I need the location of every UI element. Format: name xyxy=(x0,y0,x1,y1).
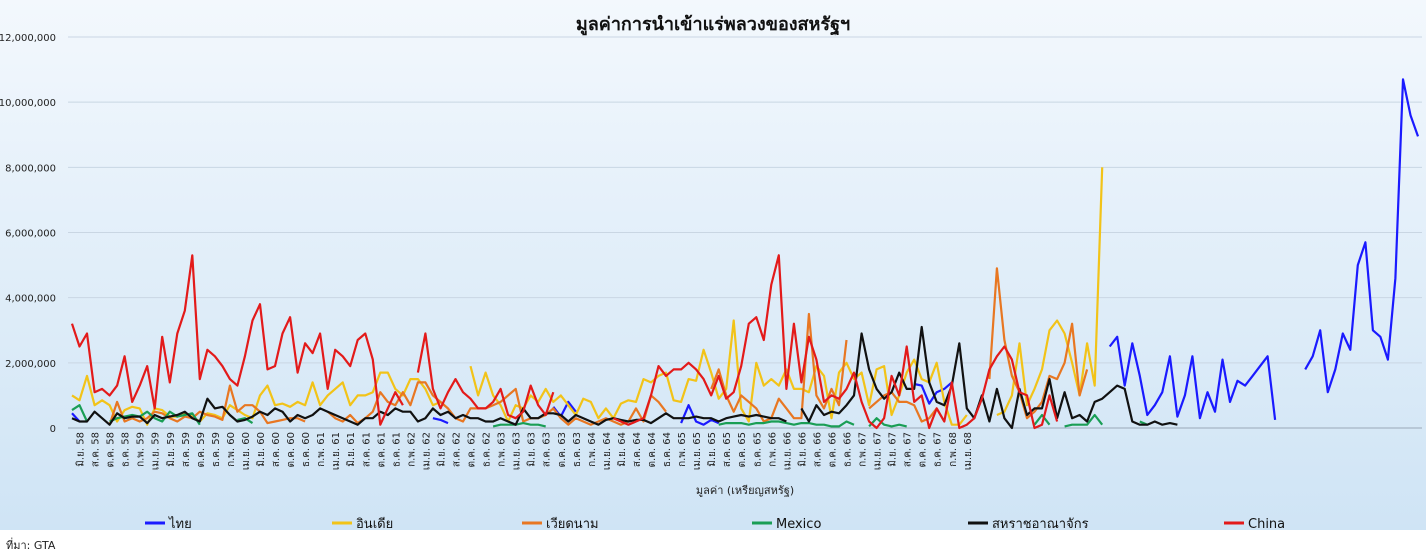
x-tick-label: ส.ค. 66 xyxy=(812,432,823,467)
x-tick-label: เม.ย. 68 xyxy=(963,432,974,470)
x-tick-label: เม.ย. 63 xyxy=(512,432,523,470)
legend-label: เวียดนาม xyxy=(546,516,599,530)
x-tick-label: ส.ค. 62 xyxy=(451,432,462,467)
y-tick-label: 4,000,000 xyxy=(5,294,56,305)
legend-entry: China xyxy=(1224,517,1285,530)
x-tick-label: ต.ค. 60 xyxy=(286,432,297,467)
x-tick-label: ธ.ค. 58 xyxy=(121,432,132,467)
x-tick-label: มิ.ย. 63 xyxy=(527,432,538,467)
x-tick-label: ต.ค. 67 xyxy=(918,432,929,467)
x-tick-label: ก.พ. 65 xyxy=(677,432,688,467)
x-tick-label: ธ.ค. 63 xyxy=(572,432,583,467)
grid xyxy=(68,36,1422,429)
x-tick-label: ธ.ค. 66 xyxy=(843,432,854,467)
x-tick-label: เม.ย. 67 xyxy=(873,432,884,470)
legend-entry: ไทย xyxy=(145,516,192,530)
x-tick-label: ส.ค. 60 xyxy=(271,432,282,467)
x-tick-label: ต.ค. 66 xyxy=(827,432,838,467)
x-tick-label: ส.ค. 65 xyxy=(722,432,733,467)
x-tick-label: ส.ค. 64 xyxy=(632,432,643,467)
x-tick-label: ก.พ. 67 xyxy=(858,432,869,467)
legend-label: Mexico xyxy=(776,517,821,530)
x-tick-label: มิ.ย. 61 xyxy=(346,432,357,467)
x-tick-label: ต.ค. 59 xyxy=(196,432,207,467)
x-tick-label: ธ.ค. 67 xyxy=(933,432,944,467)
x-tick-label: ธ.ค. 59 xyxy=(211,432,222,467)
x-tick-label: มิ.ย. 59 xyxy=(166,432,177,467)
x-tick-label: ต.ค. 64 xyxy=(647,432,658,467)
x-tick-label: ส.ค. 58 xyxy=(91,432,102,467)
x-tick-label: ต.ค. 65 xyxy=(737,432,748,467)
x-tick-label: เม.ย. 66 xyxy=(782,432,793,470)
series-line xyxy=(71,78,1420,426)
x-axis-label: มูลค่า (เหรียญสหรัฐ) xyxy=(696,484,794,497)
series-lines xyxy=(70,78,1420,430)
x-tick-label: มิ.ย. 64 xyxy=(617,432,628,467)
y-tick-label: 0 xyxy=(50,424,56,435)
x-axis-ticks: มิ.ย. 58 ส.ค. 58 ต.ค. 58 ธ.ค. 58 ก.พ. 59 เม.ย… xyxy=(76,432,974,470)
legend: ไทย อินเดีย เวียดนาม Mexico สหราชอาณาจักร Chi… xyxy=(145,516,1285,530)
x-tick-label: ธ.ค. 61 xyxy=(391,432,402,467)
chart-area: มูลค่าการนำเข้าแร่พลวงของสหรัฐฯ 0 2,000,0… xyxy=(0,0,1426,530)
x-tick-label: ต.ค. 61 xyxy=(376,432,387,467)
x-tick-label: เม.ย. 65 xyxy=(692,432,703,470)
x-tick-label: ธ.ค. 65 xyxy=(752,432,763,467)
y-tick-label: 8,000,000 xyxy=(5,163,56,174)
x-tick-label: ก.พ. 64 xyxy=(587,432,598,467)
y-tick-label: 2,000,000 xyxy=(5,359,56,370)
x-tick-label: ธ.ค. 60 xyxy=(301,432,312,467)
x-tick-label: ก.พ. 68 xyxy=(948,432,959,467)
legend-entry: สหราชอาณาจักร xyxy=(968,517,1089,530)
legend-entry: Mexico xyxy=(752,517,821,530)
x-tick-label: เม.ย. 64 xyxy=(602,432,613,470)
series-line xyxy=(70,254,1059,430)
x-tick-label: ส.ค. 63 xyxy=(542,432,553,467)
x-tick-label: มิ.ย. 60 xyxy=(256,432,267,467)
source-note: ที่มา: GTA xyxy=(6,539,56,552)
x-tick-label: ก.พ. 62 xyxy=(406,432,417,467)
x-tick-label: ธ.ค. 64 xyxy=(662,432,673,467)
legend-label: China xyxy=(1248,517,1285,530)
x-tick-label: ก.พ. 66 xyxy=(767,432,778,467)
x-tick-label: ส.ค. 59 xyxy=(181,432,192,467)
x-tick-label: ก.พ. 61 xyxy=(316,432,327,467)
y-tick-label: 10,000,000 xyxy=(0,98,56,109)
x-tick-label: ก.พ. 60 xyxy=(226,432,237,467)
legend-entry: เวียดนาม xyxy=(522,516,599,530)
x-tick-label: ต.ค. 63 xyxy=(557,432,568,467)
x-tick-label: มิ.ย. 58 xyxy=(76,432,87,467)
legend-entry: อินเดีย xyxy=(332,516,393,530)
x-tick-label: ก.พ. 59 xyxy=(136,432,147,467)
legend-label: สหราชอาณาจักร xyxy=(992,517,1089,530)
x-tick-label: ต.ค. 62 xyxy=(467,432,478,467)
x-tick-label: ก.พ. 63 xyxy=(497,432,508,467)
y-axis-ticks: 0 2,000,000 4,000,000 6,000,000 8,000,000 10,… xyxy=(0,33,56,435)
x-tick-label: เม.ย. 61 xyxy=(331,432,342,470)
y-tick-label: 12,000,000 xyxy=(0,33,56,44)
x-tick-label: มิ.ย. 66 xyxy=(797,432,808,467)
x-tick-label: ส.ค. 67 xyxy=(903,432,914,467)
line-chart: มูลค่าการนำเข้าแร่พลวงของสหรัฐฯ 0 2,000,0… xyxy=(0,14,1422,530)
y-tick-label: 6,000,000 xyxy=(5,229,56,240)
x-tick-label: ธ.ค. 62 xyxy=(482,432,493,467)
x-tick-label: มิ.ย. 67 xyxy=(888,432,899,467)
x-tick-label: เม.ย. 60 xyxy=(241,432,252,470)
x-tick-label: เม.ย. 62 xyxy=(421,432,432,470)
x-tick-label: มิ.ย. 65 xyxy=(707,432,718,467)
series-line xyxy=(71,167,1104,426)
series-line xyxy=(108,267,1089,426)
series-line xyxy=(71,325,1178,430)
x-tick-label: มิ.ย. 62 xyxy=(436,432,447,467)
x-tick-label: ส.ค. 61 xyxy=(361,432,372,467)
chart-title: มูลค่าการนำเข้าแร่พลวงของสหรัฐฯ xyxy=(576,14,850,36)
legend-label: อินเดีย xyxy=(356,516,393,530)
series-line xyxy=(71,404,1148,428)
x-tick-label: ต.ค. 58 xyxy=(106,432,117,467)
x-tick-label: เม.ย. 59 xyxy=(151,432,162,470)
legend-label: ไทย xyxy=(168,516,192,530)
